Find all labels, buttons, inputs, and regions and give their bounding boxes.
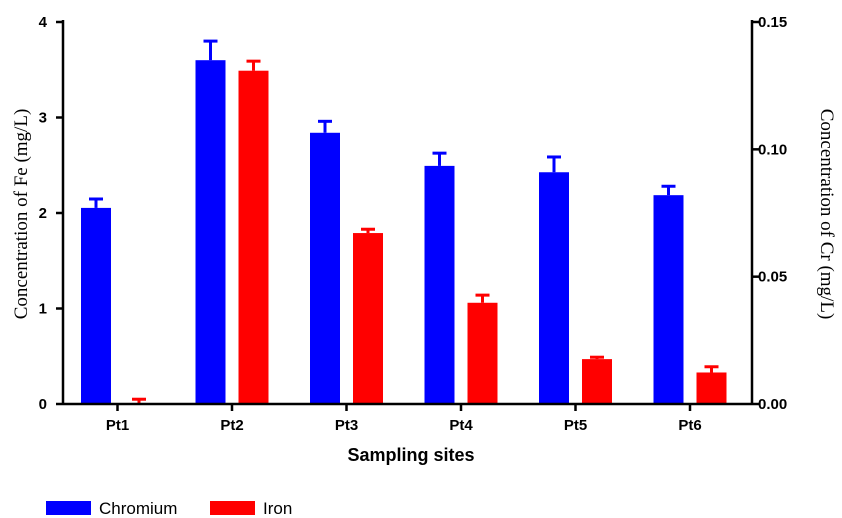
bar-iron-pt3 (353, 233, 383, 404)
y-tick-label-left-3: 3 (39, 110, 47, 127)
x-tick-label-pt2: Pt2 (220, 417, 243, 434)
legend-label-chromium: Chromium (99, 499, 177, 518)
bar-chromium-pt4 (424, 165, 455, 404)
y-tick-label-right-0.05: 0.05 (758, 269, 787, 286)
bar-iron-pt4 (467, 302, 498, 404)
y-axis-title-left: Concentration of Fe (mg/L) (11, 109, 32, 320)
x-tick-label-pt6: Pt6 (678, 417, 701, 434)
x-tick-label-pt5: Pt5 (564, 417, 587, 434)
axes: 0 1 2 3 4 0.00 0.05 0.10 0.15 Pt1 Pt2 Pt3 Pt4 Pt5 Pt6 (39, 14, 788, 434)
legend-swatch-chromium (46, 501, 91, 515)
x-tick-label-pt4: Pt4 (449, 417, 473, 434)
x-tick-label-pt3: Pt3 (335, 417, 358, 434)
bar-chromium-pt5 (539, 172, 569, 404)
legend: Chromium Iron (46, 499, 292, 518)
y-tick-label-left-4: 4 (39, 14, 48, 31)
y-tick-label-right-0.15: 0.15 (758, 14, 787, 31)
y-tick-label-left-0: 0 (39, 396, 47, 413)
bar-chromium-pt1 (81, 207, 111, 404)
bar-chromium-pt6 (653, 195, 684, 404)
y-tick-label-right-0.10: 0.10 (758, 141, 787, 158)
bar-iron-pt6 (696, 372, 727, 404)
x-tick-label-pt1: Pt1 (106, 417, 129, 434)
bar-iron-pt2 (238, 70, 269, 404)
plot-area (81, 39, 727, 404)
bar-chromium-pt2 (195, 60, 226, 404)
y-tick-label-left-2: 2 (39, 205, 47, 222)
y-axis-title-right: Concentration of Cr (mg/L) (816, 109, 837, 320)
y-tick-label-left-1: 1 (39, 301, 47, 318)
x-axis-title: Sampling sites (347, 445, 474, 465)
legend-label-iron: Iron (263, 499, 292, 518)
bar-chromium-pt3 (310, 132, 340, 404)
y-tick-label-right-0.00: 0.00 (758, 396, 787, 413)
legend-swatch-iron (210, 501, 255, 515)
bar-iron-pt5 (582, 359, 612, 404)
